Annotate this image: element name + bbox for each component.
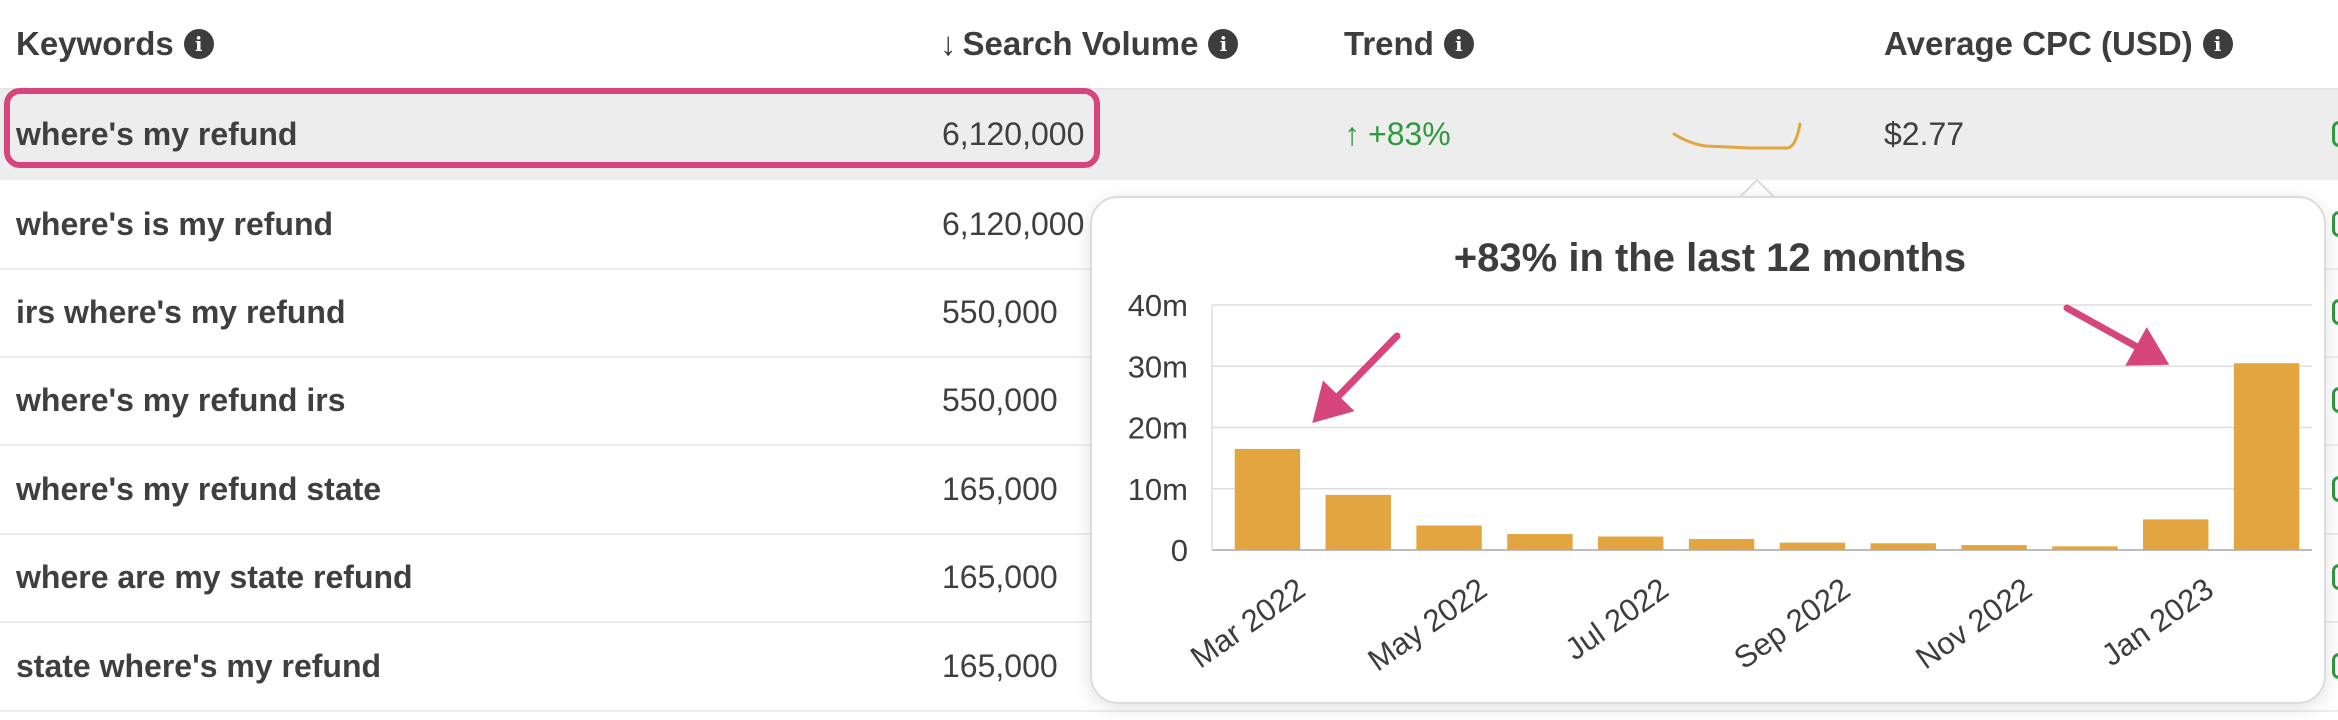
keyword-cell[interactable]: where's is my refund — [16, 205, 334, 242]
status-indicator — [2332, 121, 2338, 147]
status-indicator — [2332, 653, 2338, 679]
info-icon[interactable]: i — [1443, 29, 1474, 59]
search-volume-cell: 165,000 — [942, 470, 1058, 507]
column-label-search-volume: Search Volume — [962, 25, 1199, 62]
keyword-cell[interactable]: where's my refund irs — [16, 381, 346, 418]
column-label-trend: Trend — [1344, 25, 1434, 62]
search-volume-cell: 550,000 — [942, 293, 1058, 330]
chart-bar[interactable] — [1598, 536, 1664, 550]
search-volume-cell: 550,000 — [942, 381, 1058, 418]
column-header-average-cpc[interactable]: Average CPC (USD) i — [1884, 22, 2233, 66]
trend-bar-chart: 0 10m 20m 30m 40m Mar 2022 May 2022 Jul 2022 Sep… — [1128, 288, 2312, 678]
table-row[interactable]: where are my state refund 165,000 — [0, 533, 2338, 623]
keyword-cell[interactable]: where's my refund — [16, 115, 298, 152]
chart-bar[interactable] — [2052, 546, 2118, 550]
annotation-arrow-left — [1312, 332, 1401, 424]
chart-bar[interactable] — [1507, 534, 1573, 550]
column-header-search-volume[interactable]: ↓ Search Volume i — [940, 22, 1239, 66]
info-icon[interactable]: i — [2202, 29, 2233, 59]
y-tick-label: 30m — [1128, 349, 1188, 384]
x-tick-label: May 2022 — [1362, 571, 1494, 678]
status-indicator — [2332, 476, 2338, 502]
keyword-cell[interactable]: state where's my refund — [16, 647, 382, 684]
x-tick-label: Mar 2022 — [1184, 571, 1311, 675]
chart-bar[interactable] — [1416, 525, 1482, 551]
table-header: Keywords i ↓ Search Volume i Trend i Ave… — [0, 0, 2338, 90]
column-label-average-cpc: Average CPC (USD) — [1884, 25, 2193, 62]
search-volume-cell: 6,120,000 — [942, 205, 1085, 242]
chart-bar[interactable] — [2233, 363, 2300, 550]
info-icon[interactable]: i — [183, 29, 214, 59]
keyword-cell[interactable]: where's my refund state — [16, 470, 382, 507]
search-volume-cell: 6,120,000 — [942, 115, 1085, 152]
y-tick-label: 20m — [1128, 411, 1188, 446]
y-tick-label: 40m — [1128, 288, 1188, 323]
highlight-annotation — [4, 88, 1100, 168]
chart-bar[interactable] — [1779, 542, 1846, 550]
column-header-trend[interactable]: Trend i — [1344, 22, 1474, 66]
chart-bar[interactable] — [1870, 543, 1936, 550]
table-row[interactable]: where's is my refund 6,120,000 — [0, 180, 2338, 270]
x-tick-label: Jan 2023 — [2095, 571, 2220, 673]
trend-popup: +83% in the last 12 months 0 10m 20m 30m 40m… — [1090, 196, 2326, 704]
y-tick-label: 0 — [1171, 533, 1188, 568]
keyword-cell[interactable]: irs where's my refund — [16, 293, 346, 330]
chart-bar[interactable] — [1325, 494, 1391, 550]
table-row[interactable]: state where's my refund 165,000 — [0, 622, 2338, 712]
annotation-arrow-right — [2063, 304, 2170, 366]
column-label-keywords: Keywords — [16, 25, 174, 62]
search-volume-cell: 165,000 — [942, 647, 1058, 684]
popup-title: +83% in the last 12 months — [1453, 236, 1967, 280]
trend-sparkline[interactable] — [1670, 110, 1810, 164]
average-cpc-cell: $2.77 — [1884, 115, 1965, 152]
status-indicator — [2332, 564, 2338, 590]
sparkline-path — [1672, 122, 1802, 150]
keyword-cell[interactable]: where are my state refund — [16, 558, 413, 595]
status-indicator — [2332, 387, 2338, 413]
column-header-keywords[interactable]: Keywords i — [16, 22, 214, 66]
status-indicator — [2332, 299, 2338, 325]
trend-change-cell[interactable]: ↑ +83% — [1344, 90, 1451, 178]
info-icon[interactable]: i — [1208, 29, 1239, 59]
chart-bar[interactable] — [1961, 545, 2027, 550]
status-indicator — [2332, 211, 2338, 237]
sort-descending-icon: ↓ — [940, 25, 957, 62]
y-tick-label: 10m — [1128, 472, 1188, 507]
search-volume-cell: 165,000 — [942, 558, 1058, 595]
x-tick-label: Sep 2022 — [1728, 571, 1857, 676]
chart-bar[interactable] — [1688, 538, 1755, 550]
chart-bar[interactable] — [1234, 448, 1301, 550]
trend-change-value: +83% — [1368, 115, 1451, 152]
x-tick-label: Nov 2022 — [1909, 571, 2038, 676]
trend-up-arrow-icon: ↑ — [1344, 115, 1360, 152]
chart-bar[interactable] — [2143, 519, 2209, 550]
x-tick-label: Jul 2022 — [1559, 571, 1675, 667]
